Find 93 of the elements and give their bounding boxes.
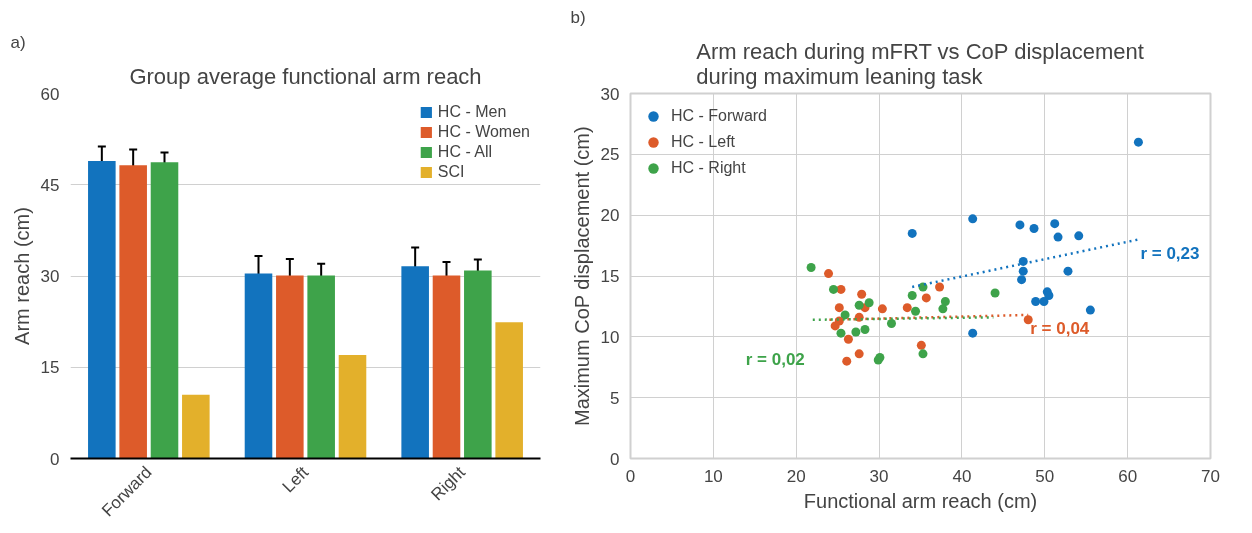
bar: [401, 266, 429, 459]
point: [851, 327, 861, 337]
y-tick-label: 25: [600, 145, 620, 165]
point: [968, 328, 978, 338]
point: [990, 288, 1000, 298]
y-tick-label: 30: [600, 84, 620, 104]
point: [1018, 266, 1028, 276]
bar: [464, 270, 492, 459]
bar: [244, 273, 273, 459]
y-tick-label: 0: [610, 449, 620, 469]
point: [902, 303, 912, 313]
point: [935, 282, 945, 292]
point: [834, 303, 844, 313]
point: [1074, 231, 1084, 241]
point: [829, 284, 838, 294]
x-tick-label: 60: [1118, 466, 1138, 486]
y-tick-label: 60: [40, 84, 60, 104]
y-tick-label: 45: [40, 175, 60, 195]
y-axis-title: Arm reach (cm): [10, 207, 33, 345]
y-tick-label: 15: [40, 358, 60, 378]
chart-title: Arm reach during mFRT vs CoP displacement during maximum leaning task: [696, 38, 1144, 89]
point: [921, 293, 931, 303]
y-tick-label: 10: [600, 327, 620, 347]
y-tick-label: 0: [50, 449, 60, 469]
point: [840, 310, 850, 320]
bar: [495, 322, 523, 459]
point: [938, 304, 948, 314]
series-label: r = 0,04: [1030, 318, 1090, 338]
series-label: r = 0,02: [745, 349, 805, 369]
bar: [338, 355, 367, 459]
point: [843, 334, 853, 344]
y-tick-label: 30: [40, 267, 60, 286]
x-tick-label: 30: [869, 466, 889, 486]
bar: [182, 394, 210, 459]
point: [877, 304, 887, 314]
legend-label: SCI: [437, 163, 465, 181]
point: [864, 298, 874, 308]
point: [968, 214, 978, 224]
point: [860, 325, 870, 335]
point: [1031, 297, 1041, 307]
x-tick-label: 10: [703, 466, 723, 486]
point: [1015, 220, 1025, 230]
legend-label: HC - Left: [671, 133, 736, 151]
point: [940, 297, 950, 307]
chart-title: Group average functional arm reach: [129, 63, 482, 89]
point: [1085, 305, 1095, 315]
point: [1053, 232, 1063, 242]
legend-label: HC - Women: [437, 123, 530, 141]
legend-label: HC - Right: [671, 159, 746, 177]
bar: [119, 165, 147, 459]
x-tick-label: Left: [278, 462, 313, 497]
legend-label: HC - Men: [437, 103, 507, 121]
point: [854, 300, 864, 310]
point: [911, 306, 921, 316]
y-axis-title: Maximum CoP displacement (cm): [570, 126, 593, 427]
x-axis-title: Functional arm reach (cm): [803, 489, 1038, 512]
point: [842, 356, 852, 366]
series-label: r = 0,23: [1140, 243, 1200, 263]
point: [1029, 224, 1039, 234]
x-tick-label: 50: [1035, 466, 1055, 486]
x-tick-label: 20: [786, 466, 806, 486]
bar: [276, 275, 304, 459]
point: [806, 262, 816, 272]
legend-label: HC - Forward: [671, 107, 768, 125]
bar: [307, 275, 335, 459]
bar: [88, 161, 116, 459]
point: [1050, 219, 1060, 229]
bar: [150, 162, 179, 459]
point: [854, 349, 864, 359]
point: [857, 289, 867, 299]
x-tick-label: 40: [952, 466, 972, 486]
point: [1018, 256, 1028, 266]
point: [1039, 297, 1049, 307]
point: [824, 269, 834, 279]
text: a): [10, 32, 26, 52]
y-tick-label: 20: [600, 206, 620, 226]
point: [1023, 315, 1033, 325]
point: [907, 228, 917, 238]
y-tick-label: 5: [610, 388, 620, 408]
bar: [432, 275, 461, 459]
x-tick-label: 0: [625, 466, 636, 486]
point: [887, 318, 896, 328]
point: [1063, 266, 1073, 276]
point: [1133, 137, 1143, 147]
text: b): [570, 7, 586, 27]
point: [907, 290, 917, 300]
point: [916, 340, 926, 350]
point: [918, 349, 928, 359]
x-tick-label: 70: [1201, 466, 1220, 486]
point: [836, 328, 846, 338]
legend-label: HC - All: [437, 143, 493, 161]
point: [1017, 275, 1027, 285]
y-tick-label: 15: [600, 267, 620, 286]
